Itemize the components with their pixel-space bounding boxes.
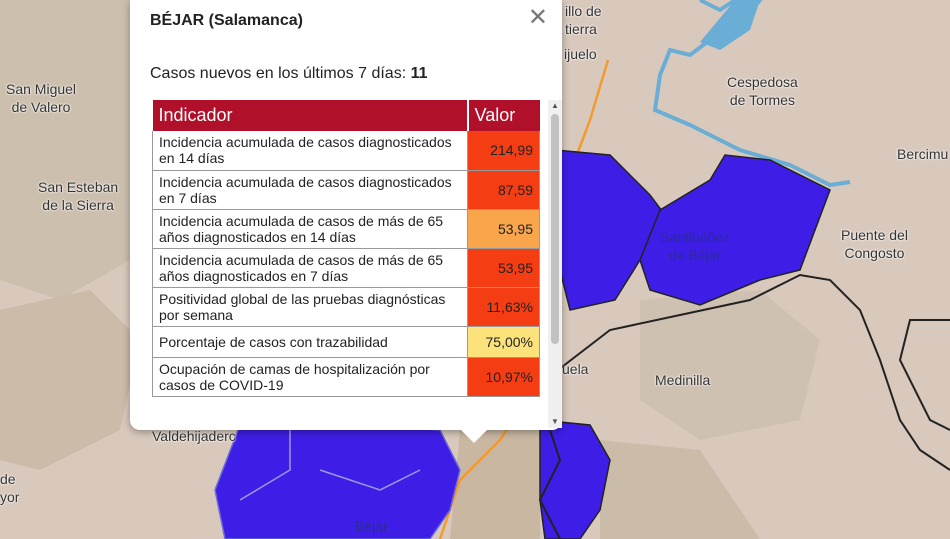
municipal-boundary bbox=[898, 319, 950, 431]
value-cell: 53,95 bbox=[467, 209, 540, 249]
terrain-shade bbox=[450, 420, 540, 539]
table-row: Positividad global de las pruebas diagnó… bbox=[152, 287, 540, 327]
indicator-cell: Incidencia acumulada de casos diagnostic… bbox=[152, 131, 468, 171]
value-cell: 87,59 bbox=[467, 170, 540, 210]
new-cases-label: Casos nuevos en los últimos 7 días: bbox=[150, 65, 407, 82]
indicator-cell: Ocupación de camas de hospitalización po… bbox=[152, 357, 468, 397]
indicator-cell: Incidencia acumulada de casos de más de … bbox=[152, 209, 468, 249]
scroll-thumb[interactable] bbox=[551, 114, 559, 344]
popup-pointer bbox=[460, 429, 488, 443]
scroll-down-icon[interactable]: ▼ bbox=[551, 417, 559, 426]
place-label: Medinilla bbox=[655, 372, 711, 388]
value-cell: 214,99 bbox=[467, 131, 540, 171]
popup-title: BÉJAR (Salamanca) bbox=[150, 12, 303, 29]
table-row: Incidencia acumulada de casos de más de … bbox=[152, 209, 540, 249]
table-row: Ocupación de camas de hospitalización po… bbox=[152, 357, 540, 397]
place-label: San Esteban de la Sierra bbox=[38, 179, 119, 213]
place-label: Cespedosa de Tormes bbox=[727, 74, 798, 108]
place-label: illo de tierra bbox=[565, 3, 602, 37]
indicator-cell: Positividad global de las pruebas diagnó… bbox=[152, 287, 468, 327]
value-cell: 11,63% bbox=[467, 287, 540, 327]
place-label: Valdehijaderc bbox=[152, 428, 236, 444]
indicator-table: Indicador Valor Incidencia acumulada de … bbox=[152, 100, 540, 397]
table-row: Incidencia acumulada de casos diagnostic… bbox=[152, 131, 540, 171]
region-boundary bbox=[239, 430, 421, 501]
place-label: de yor bbox=[0, 471, 20, 505]
table-scrollbar[interactable]: ▲ ▼ bbox=[548, 100, 562, 428]
place-label: Bercimu bbox=[897, 146, 949, 162]
terrain-shade bbox=[0, 0, 130, 300]
column-header-indicator: Indicador bbox=[152, 100, 469, 131]
place-label: Puente del Congosto bbox=[841, 227, 908, 261]
new-cases-value: 11 bbox=[410, 65, 428, 82]
river bbox=[652, 0, 851, 188]
table-row: Incidencia acumulada de casos de más de … bbox=[152, 248, 540, 288]
indicator-cell: Incidencia acumulada de casos diagnostic… bbox=[152, 170, 468, 210]
region-bejar[interactable] bbox=[214, 419, 461, 539]
place-label: Béjar bbox=[355, 518, 388, 534]
value-cell: 53,95 bbox=[467, 248, 540, 288]
indicator-cell: Incidencia acumulada de casos de más de … bbox=[152, 248, 468, 288]
table-row: Porcentaje de casos con trazabilidad 75,… bbox=[152, 326, 540, 358]
place-label: San Miguel de Valero bbox=[6, 81, 77, 115]
place-label: Santibáñez de Béjar bbox=[660, 229, 731, 263]
info-popup: ✕ BÉJAR (Salamanca) Casos nuevos en los … bbox=[130, 0, 562, 443]
municipal-boundary bbox=[544, 273, 950, 471]
scroll-up-icon[interactable]: ▲ bbox=[551, 101, 559, 110]
terrain-shade bbox=[0, 290, 140, 470]
close-icon[interactable]: ✕ bbox=[527, 4, 548, 31]
value-cell: 10,97% bbox=[467, 357, 540, 397]
reservoir bbox=[700, 0, 760, 50]
table-header-row: Indicador Valor bbox=[152, 100, 540, 131]
column-header-value: Valor bbox=[467, 100, 540, 131]
indicator-cell: Porcentaje de casos con trazabilidad bbox=[152, 326, 468, 358]
region-santibanez-de-bejar[interactable] bbox=[639, 154, 831, 306]
place-label: ijuelo bbox=[564, 46, 597, 62]
terrain-shade bbox=[640, 290, 820, 440]
table-row: Incidencia acumulada de casos diagnostic… bbox=[152, 170, 540, 210]
place-label: uela bbox=[562, 361, 589, 377]
value-cell: 75,00% bbox=[467, 326, 540, 358]
new-cases-summary: Casos nuevos en los últimos 7 días: 11 bbox=[150, 65, 428, 83]
indicator-table-container[interactable]: Indicador Valor Incidencia acumulada de … bbox=[152, 100, 548, 428]
municipal-boundary bbox=[538, 399, 562, 539]
terrain-shade bbox=[600, 440, 760, 539]
